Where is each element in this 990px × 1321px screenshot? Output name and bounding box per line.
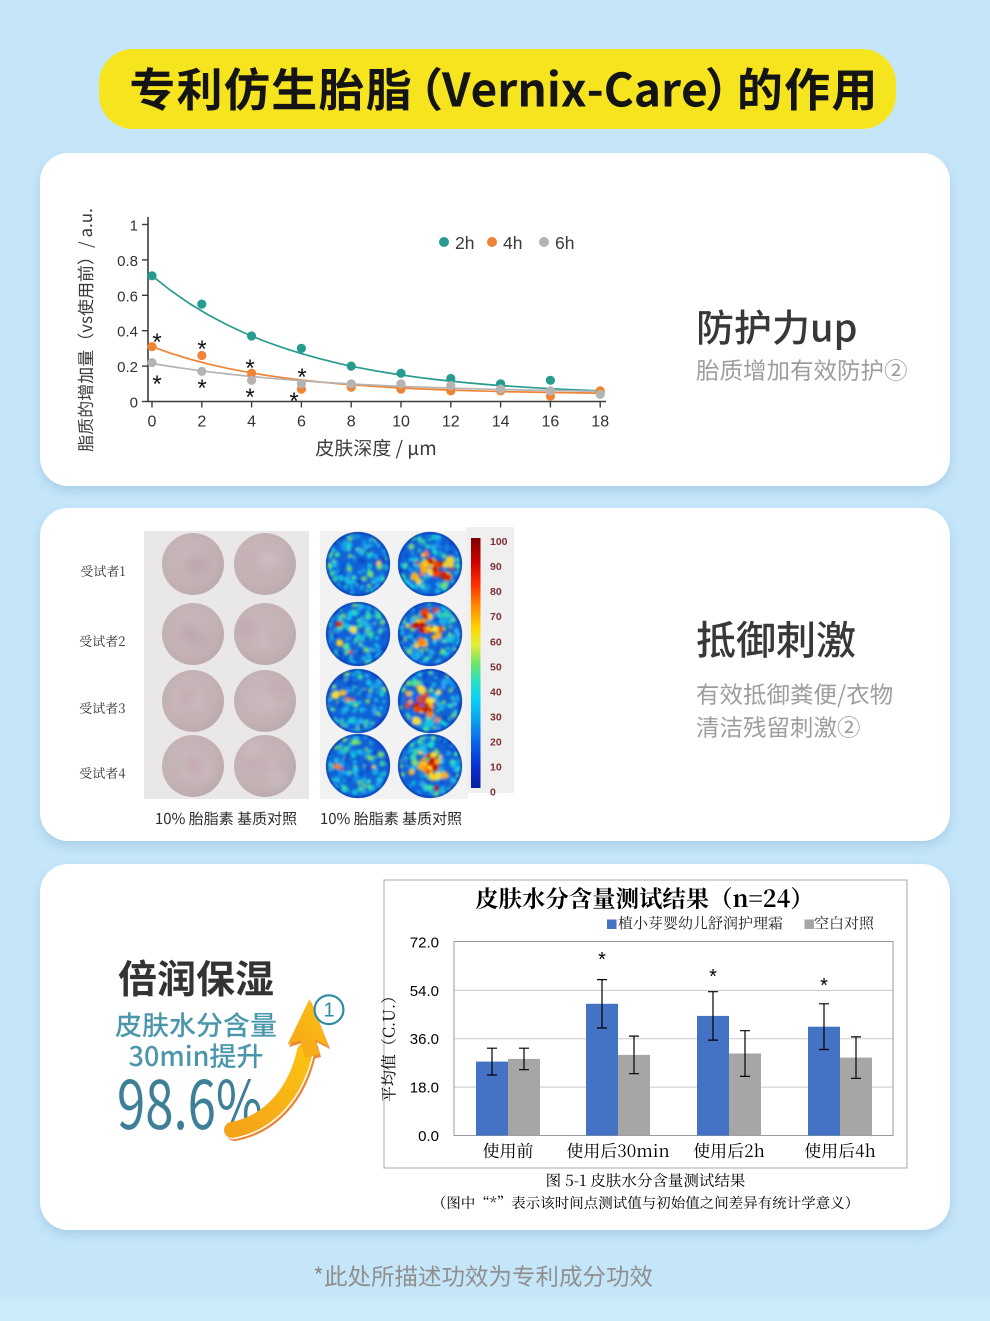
svg-text:2h: 2h [455,233,474,253]
svg-text:72.0: 72.0 [410,935,439,952]
svg-text:*: * [245,355,254,382]
svg-text:1: 1 [323,1000,334,1022]
svg-text:*: * [152,329,161,356]
svg-text:50: 50 [490,661,502,673]
svg-text:18.0: 18.0 [410,1080,439,1097]
svg-text:2: 2 [197,414,206,431]
svg-text:*: * [598,949,606,971]
svg-text:10: 10 [392,414,410,431]
svg-text:*: * [245,384,254,411]
svg-text:0.6: 0.6 [117,288,138,305]
svg-text:0.0: 0.0 [418,1128,439,1145]
svg-text:0.8: 0.8 [117,253,138,270]
svg-text:8: 8 [347,414,356,431]
svg-text:12: 12 [442,414,460,431]
svg-text:0: 0 [490,787,496,799]
svg-text:18: 18 [591,414,609,431]
svg-text:14: 14 [492,414,510,431]
svg-text:*: * [197,336,206,363]
svg-text:0: 0 [148,414,157,431]
svg-text:10: 10 [490,762,502,774]
svg-text:54.0: 54.0 [410,983,439,1000]
svg-text:0.2: 0.2 [117,359,138,376]
svg-text:36.0: 36.0 [410,1031,439,1048]
svg-text:40: 40 [490,686,502,698]
svg-text:60: 60 [490,636,502,648]
svg-text:16: 16 [542,414,560,431]
svg-text:0.4: 0.4 [117,324,138,341]
svg-text:*: * [297,364,306,391]
svg-text:70: 70 [490,611,502,623]
svg-text:*: * [709,966,717,988]
svg-text:6: 6 [297,414,306,431]
svg-text:0: 0 [130,395,138,412]
svg-text:4h: 4h [503,233,522,253]
svg-text:*: * [289,388,298,415]
svg-text:*: * [197,375,206,402]
svg-text:20: 20 [490,737,502,749]
svg-text:30: 30 [490,712,502,724]
svg-text:*: * [152,371,161,398]
svg-text:80: 80 [490,586,502,598]
svg-text:1: 1 [130,218,138,235]
svg-text:4: 4 [247,414,256,431]
svg-text:*: * [820,975,828,997]
svg-text:100: 100 [490,536,508,548]
svg-text:90: 90 [490,561,502,573]
svg-text:6h: 6h [555,233,574,253]
